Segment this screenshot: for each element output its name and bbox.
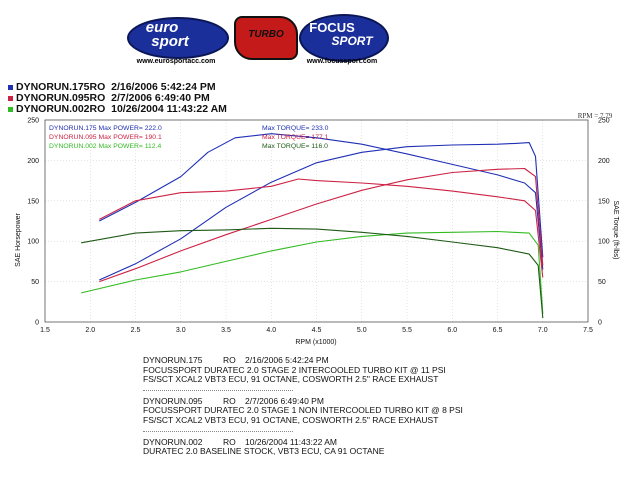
run-color-marker [8, 85, 13, 90]
y-tick-label: 150 [27, 198, 39, 205]
y-tick-label: 100 [27, 239, 39, 246]
note-run: DYNORUN.175 [143, 355, 203, 365]
run-date: 2/7/2006 6:49:40 PM [111, 92, 210, 104]
series-line [81, 227, 544, 319]
series-line [81, 230, 544, 314]
run-color-marker [8, 96, 13, 101]
note-date: 10/26/2004 11:43:22 AM [245, 436, 338, 447]
run-notes: DYNORUN.175 RO 2/16/2006 5:42:24 PM FOCUSS… [143, 355, 623, 469]
note-block: DYNORUN.175 RO 2/16/2006 5:42:24 PM FOCUSS… [143, 355, 623, 391]
note-divider [143, 430, 293, 432]
x-tick-label: 3.5 [221, 327, 231, 334]
note-code: RO [223, 355, 236, 365]
focussport-logo [299, 14, 389, 62]
note-block: DYNORUN.095 RO 2/7/2006 6:49:40 PM FOCUSSP… [143, 395, 623, 432]
y2-tick-label: 100 [598, 239, 610, 246]
x-tick-label: 5.0 [357, 327, 367, 334]
chart-grid [44, 119, 589, 323]
x-tick-label: 2.5 [131, 327, 141, 334]
y-tick-label: 50 [31, 279, 39, 286]
x-tick-label: 4.0 [266, 327, 276, 334]
y-tick-label: 200 [27, 158, 39, 165]
chart-axes: 1.5 2.0 2.5 3.0 3.5 4.0 4.5 5.0 5.5 6.0 6.5 7.0 7.5 0… [27, 118, 609, 335]
y2-tick-label: 50 [598, 279, 606, 286]
run-id: DYNORUN.175RO [16, 81, 106, 93]
eurosport-url: www.eurosportacc.com [136, 58, 216, 65]
x-tick-label: 6.5 [493, 327, 503, 334]
run-line: DYNORUN.095RO 2/7/2006 6:49:40 PM [8, 93, 227, 104]
legend-power-entry: DYNORUN.095 Max POWER= 190.1 [49, 134, 162, 141]
x-tick-label: 7.5 [583, 327, 593, 334]
run-line: DYNORUN.175RO 2/16/2006 5:42:24 PM [8, 82, 227, 93]
y2-tick-label: 150 [598, 198, 610, 205]
run-date: 2/16/2006 5:42:24 PM [111, 81, 216, 93]
series-line [99, 142, 544, 281]
series-line [99, 167, 544, 283]
note-line: FS/SCT XCAL2 VBT3 ECU, 91 OCTANE, COSWOR… [143, 414, 439, 425]
focussport-url: www.focussport.com [306, 58, 378, 65]
plot-frame [44, 119, 589, 323]
series-line [99, 178, 544, 278]
eurosport-logo-text-bottom: sport [151, 33, 189, 50]
x-tick-label: 6.0 [447, 327, 457, 334]
x-tick-label: 3.0 [176, 327, 186, 334]
note-line: DURATEC 2.0 BASELINE STOCK, VBT3 ECU, CA… [143, 446, 385, 457]
legend-torque-entry: Max TORQUE= 116.0 [262, 143, 328, 150]
legend-power-entry: DYNORUN.175 Max POWER= 222.0 [49, 125, 162, 132]
y2-tick-label: 200 [598, 158, 610, 165]
turbo-emblem [234, 16, 298, 60]
focussport-logo-text-bottom: SPORT [331, 34, 373, 48]
run-list: DYNORUN.175RO 2/16/2006 5:42:24 PM DYNOR… [8, 82, 227, 115]
series-line [99, 133, 544, 270]
eurosport-logo-text-top: euro [145, 19, 179, 36]
x-tick-label: 5.5 [402, 327, 412, 334]
x-tick-label: 7.0 [538, 327, 548, 334]
turbo-emblem-text: TURBO [248, 29, 284, 40]
chart-legend: DYNORUN.175 Max POWER= 222.0 DYNORUN.095 … [49, 125, 329, 150]
y-tick-label: 250 [27, 118, 39, 125]
rpm-readout: RPM = 7.79 [578, 112, 613, 120]
legend-power-entry: DYNORUN.002 Max POWER= 112.4 [49, 143, 161, 150]
note-date: 2/7/2006 6:49:40 PM [245, 395, 324, 406]
run-color-marker [8, 107, 13, 112]
y-tick-label: 0 [35, 320, 39, 327]
note-line: FOCUSSPORT DURATEC 2.0 STAGE 2 INTERCOOL… [143, 364, 446, 375]
note-code: RO [223, 436, 236, 447]
note-run: DYNORUN.095 [143, 395, 203, 406]
legend-torque-entry: Max TORQUE= 177.1 [262, 134, 329, 141]
y2-tick-label: 250 [598, 118, 610, 125]
note-block: DYNORUN.002 RO 10/26/2004 11:43:22 AM DURA… [143, 436, 623, 457]
note-run: DYNORUN.002 [143, 436, 203, 447]
y2-axis-label: SAE Torque (ft-lbs) [612, 200, 619, 259]
focussport-logo-text-top: FOCUS [309, 20, 355, 35]
note-line: FOCUSSPORT DURATEC 2.0 STAGE 1 NON INTER… [143, 405, 463, 416]
note-divider [143, 389, 293, 391]
note-date: 2/16/2006 5:42:24 PM [245, 355, 329, 365]
legend-torque-entry: Max TORQUE= 233.0 [262, 125, 329, 132]
eurosport-logo [127, 17, 229, 59]
x-tick-label: 4.5 [312, 327, 322, 334]
run-line: DYNORUN.002RO 10/26/2004 11:43:22 AM [8, 104, 227, 115]
note-line: FS/SCT XCAL2 VBT3 ECU, 91 OCTANE, COSWOR… [143, 374, 439, 385]
y2-tick-label: 0 [598, 320, 602, 327]
x-axis-label: RPM (x1000) [295, 339, 336, 346]
run-id: DYNORUN.095RO [16, 92, 106, 104]
x-tick-label: 1.5 [40, 327, 50, 334]
note-code: RO [223, 395, 236, 406]
run-date: 10/26/2004 11:43:22 AM [111, 103, 227, 115]
y-axis-label: SAE Horsepower [15, 212, 22, 266]
logo-banner: euro sport www.eurosportacc.com TURBO FO… [0, 0, 640, 72]
run-id: DYNORUN.002RO [16, 103, 106, 115]
chart-series [81, 133, 544, 319]
dyno-chart: 1.5 2.0 2.5 3.0 3.5 4.0 4.5 5.0 5.5 6.0 6.5 7.0 7.5 0… [15, 112, 619, 346]
x-tick-label: 2.0 [85, 327, 95, 334]
